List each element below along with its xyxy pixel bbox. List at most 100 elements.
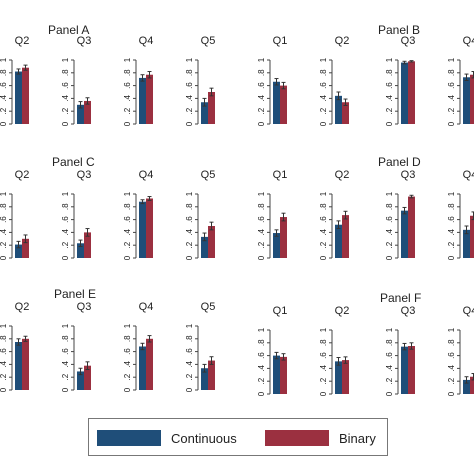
panel-e-q2-label: Q2 xyxy=(15,301,30,313)
panel-a-q3-tick-label: .6 xyxy=(61,82,70,89)
panel-a-q4-bar-binary xyxy=(146,74,153,124)
panel-e-q3-tick-label: 1 xyxy=(61,323,70,328)
panel-e-q3-tick-label: 0 xyxy=(61,387,70,392)
panel-e-q5-tick-label: .2 xyxy=(185,373,194,380)
panel-d-q2-tick-label: .8 xyxy=(319,203,328,210)
panel-b-q3-tick-label: .6 xyxy=(385,82,394,89)
panel-a-q2-tick-label: 0 xyxy=(0,121,8,126)
panel-d-q4-tick-label: 1 xyxy=(447,191,456,196)
panel-e-q4-tick-label: .2 xyxy=(123,373,132,380)
panel-b-q4-tick-label: .8 xyxy=(447,69,456,76)
panel-e-q3-tick-label: .8 xyxy=(61,335,70,342)
panel-d-q3-tick-label: .4 xyxy=(385,229,394,236)
panel-c-q3-tick-label: 1 xyxy=(61,191,70,196)
panel-c-q5-label: Q5 xyxy=(201,169,216,181)
panel-d-q4-bar-continuous xyxy=(463,229,470,258)
panel-e-q2-tick-label: 0 xyxy=(0,387,8,392)
panel-c-q3-tick-label: .2 xyxy=(61,241,70,248)
panel-e-title: Panel E xyxy=(54,287,96,301)
panel-c-q2-bar-binary xyxy=(22,238,29,258)
panel-c-q3-tick-label: 0 xyxy=(61,255,70,260)
panel-a-q5-tick-label: 1 xyxy=(185,57,194,62)
panel-b-q3-bar-binary xyxy=(408,61,415,124)
panel-d-q2-tick-label: .4 xyxy=(319,229,328,236)
panel-a-q5-tick-label: .8 xyxy=(185,69,194,76)
panel-f-q4-tick-label: 0 xyxy=(447,391,456,396)
panel-b-q4-tick-label: 0 xyxy=(447,121,456,126)
panel-f-title: Panel F xyxy=(380,291,421,305)
panel-e-q3-bar-continuous xyxy=(77,371,84,390)
panel-a-q4-tick-label: .6 xyxy=(123,82,132,89)
panel-a-q5-tick-label: .4 xyxy=(185,95,194,102)
panel-a-q2-tick-label: .4 xyxy=(0,95,8,102)
panel-c-q4-tick-label: 1 xyxy=(123,191,132,196)
panel-e-q3-label: Q3 xyxy=(77,301,92,313)
panel-d-q3-tick-label: 1 xyxy=(385,191,394,196)
panel-e-q5-bar-continuous xyxy=(201,368,208,390)
panel-a-q5-tick-label: 0 xyxy=(185,121,194,126)
panel-d-q3-tick-label: .2 xyxy=(385,241,394,248)
panel-c-q2-label: Q2 xyxy=(15,169,30,181)
panel-b-q1-tick-label: .4 xyxy=(257,95,266,102)
panel-f-q3-tick-label: 1 xyxy=(385,327,394,332)
panel-b-q3-tick-label: 1 xyxy=(385,57,394,62)
panel-c-q4-tick-label: .6 xyxy=(123,216,132,223)
legend-label-binary: Binary xyxy=(339,430,376,446)
panel-c-q2-bar-continuous xyxy=(15,244,22,258)
panel-d-q2-tick-label: .6 xyxy=(319,216,328,223)
panel-b-q2-tick-label: .4 xyxy=(319,95,328,102)
panel-c-q3-bar-binary xyxy=(84,232,91,258)
panel-b-title: Panel B xyxy=(378,23,420,37)
panel-e-q2-tick-label: .4 xyxy=(0,361,8,368)
panel-d-q3-bar-binary xyxy=(408,196,415,258)
panel-f-q2-tick-label: .2 xyxy=(319,377,328,384)
panel-f-q4-tick-label: .6 xyxy=(447,352,456,359)
panel-e-q4-label: Q4 xyxy=(139,301,154,313)
panel-b-q3-label: Q3 xyxy=(401,35,416,47)
panel-d-q2-tick-label: 1 xyxy=(319,191,328,196)
panel-b-q4-bar-continuous xyxy=(463,77,470,124)
panel-f-q3-tick-label: .6 xyxy=(385,352,394,359)
panel-c-q4-tick-label: .2 xyxy=(123,241,132,248)
panel-d-q1-tick-label: 1 xyxy=(257,191,266,196)
panel-c-q2-tick-label: .6 xyxy=(0,216,8,223)
panel-a-q4-tick-label: 0 xyxy=(123,121,132,126)
panel-b-q1-tick-label: .8 xyxy=(257,69,266,76)
panel-b-q1-tick-label: 0 xyxy=(257,121,266,126)
panel-b-q2-label: Q2 xyxy=(335,35,350,47)
panel-b-q4-label: Q4 xyxy=(463,35,474,47)
panel-f-q1-bar-binary xyxy=(280,356,287,394)
panel-e-q4-bar-binary xyxy=(146,338,153,390)
panel-d-q4-tick-label: .4 xyxy=(447,229,456,236)
panel-a-q2-tick-label: .8 xyxy=(0,69,8,76)
panel-c-title: Panel C xyxy=(52,155,95,169)
panel-f-q4-label: Q4 xyxy=(463,305,474,317)
legend-label-continuous: Continuous xyxy=(171,430,237,446)
panel-d-q2-bar-continuous xyxy=(335,224,342,258)
panel-b-q1-tick-label: .2 xyxy=(257,107,266,114)
panel-e-q4-tick-label: 0 xyxy=(123,387,132,392)
panel-d-q3-tick-label: .8 xyxy=(385,203,394,210)
panel-d-q1-tick-label: .8 xyxy=(257,203,266,210)
panel-c-q2-tick-label: .2 xyxy=(0,241,8,248)
panel-f-q4-tick-label: .2 xyxy=(447,377,456,384)
panel-c-q3-label: Q3 xyxy=(77,169,92,181)
panel-e-q4-tick-label: .4 xyxy=(123,361,132,368)
panel-f-q1-tick-label: .2 xyxy=(257,377,266,384)
panel-f-q4-bar-continuous xyxy=(463,379,470,394)
panel-d-q4-tick-label: .8 xyxy=(447,203,456,210)
panel-b-q2-bar-binary xyxy=(342,102,349,124)
panel-f-q2-tick-label: 0 xyxy=(319,391,328,396)
panel-c-q5-bar-binary xyxy=(208,226,215,258)
panel-e-q5-tick-label: 0 xyxy=(185,387,194,392)
panel-a-q3-tick-label: 0 xyxy=(61,121,70,126)
panel-b-q4-tick-label: 1 xyxy=(447,57,456,62)
panel-c-q2-tick-label: .4 xyxy=(0,229,8,236)
panel-c-q3-tick-label: .6 xyxy=(61,216,70,223)
panel-f-q2-bar-continuous xyxy=(335,361,342,394)
panel-b-q1-tick-label: 1 xyxy=(257,57,266,62)
panel-d-q4-label: Q4 xyxy=(463,169,474,181)
panel-c-q3-tick-label: .8 xyxy=(61,203,70,210)
panel-f-q2-bar-binary xyxy=(342,360,349,394)
